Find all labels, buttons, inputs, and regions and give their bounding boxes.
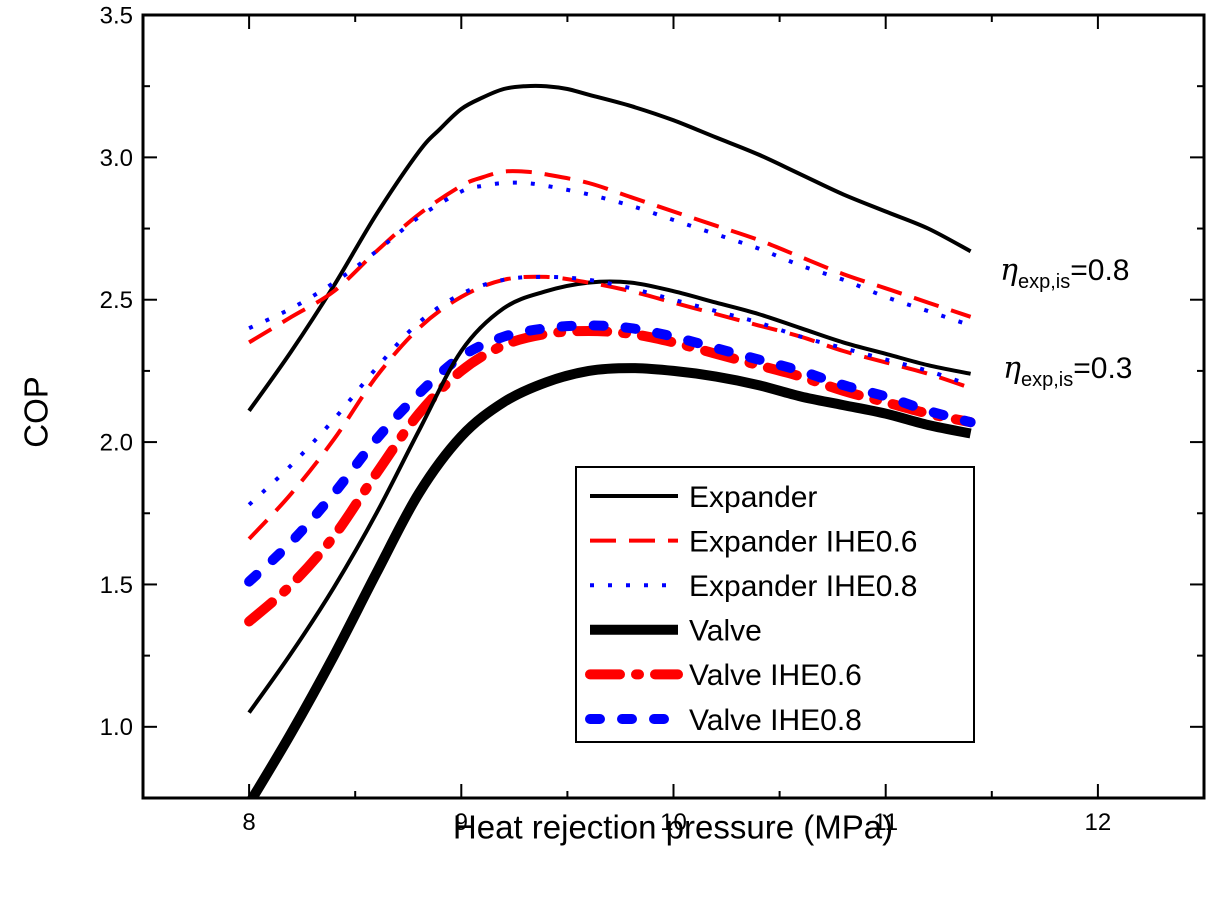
legend-label: Valve IHE0.6 — [689, 659, 862, 692]
annotation-eta-03-subscript: exp,is — [1021, 369, 1073, 391]
series-line-valve-ihe0-6-eta-08 — [244, 326, 976, 627]
series-line-expander-ihe0-6-eta-03 — [247, 274, 972, 541]
legend-item-valve-ihe0-8: Valve IHE0.8 — [585, 704, 862, 737]
legend-item-expander-ihe0-6: Expander IHE0.6 — [590, 525, 917, 558]
x-tick-label: 8 — [242, 809, 255, 836]
y-axis-title: COP — [18, 376, 55, 448]
y-tick-label: 3.5 — [100, 2, 133, 29]
legend-box — [575, 466, 975, 743]
legend-label: Expander IHE0.8 — [689, 570, 917, 603]
y-tick-labels: 1.0 1.5 2.0 2.5 3.0 3.5 — [100, 2, 133, 741]
x-tick-label: 9 — [455, 809, 468, 836]
axis-ticks — [142, 14, 1205, 799]
annotation-eta-08-value: =0.8 — [1070, 254, 1129, 287]
x-tick-label: 11 — [873, 809, 898, 836]
y-tick-label: 1.5 — [100, 572, 133, 599]
annotation-eta-08-symbol: η — [1000, 253, 1018, 288]
x-axis-title: Heat rejection pressure (MPa) — [453, 808, 893, 845]
x-tick-label: 12 — [1085, 809, 1112, 836]
series-line-valve-eta-08 — [246, 363, 972, 798]
series-line-expander-eta-03 — [247, 279, 972, 714]
legend-item-expander-ihe0-8: Expander IHE0.8 — [590, 570, 917, 603]
annotation-eta-03-value: =0.3 — [1073, 352, 1132, 385]
x-tick-label: 10 — [660, 809, 687, 836]
legend: Expander Expander IHE0.6 Expander IHE0.8 Va… — [575, 466, 975, 743]
legend-label: Valve — [689, 615, 762, 648]
y-tick-label: 2.5 — [100, 287, 133, 314]
series-line-valve-ihe0-8-eta-08 — [244, 320, 976, 587]
series-line-expander-eta-08 — [247, 83, 972, 412]
series-line-expander-ihe0-8-eta-08 — [248, 180, 972, 331]
legend-item-valve: Valve — [590, 615, 762, 648]
annotation-eta-08: ηexp,is=0.8 — [1000, 253, 1129, 293]
legend-label: Valve IHE0.8 — [689, 704, 862, 737]
legend-item-valve-ihe0-6: Valve IHE0.6 — [585, 659, 862, 692]
annotation-eta-08-subscript: exp,is — [1018, 271, 1070, 293]
series-line-expander-ihe0-6-eta-08 — [248, 169, 972, 345]
series-layer — [244, 83, 976, 798]
legend-label: Expander IHE0.6 — [689, 525, 917, 558]
annotation-eta-03: ηexp,is=0.3 — [1003, 351, 1132, 391]
y-tick-label: 1.0 — [100, 714, 133, 741]
annotation-eta-03-symbol: η — [1003, 351, 1021, 386]
legend-label: Expander — [689, 481, 817, 514]
y-tick-label: 2.0 — [100, 429, 133, 456]
y-tick-label: 3.0 — [100, 145, 133, 172]
x-tick-labels: 8 9 10 11 12 — [242, 809, 1111, 836]
legend-item-expander: Expander — [590, 481, 817, 514]
